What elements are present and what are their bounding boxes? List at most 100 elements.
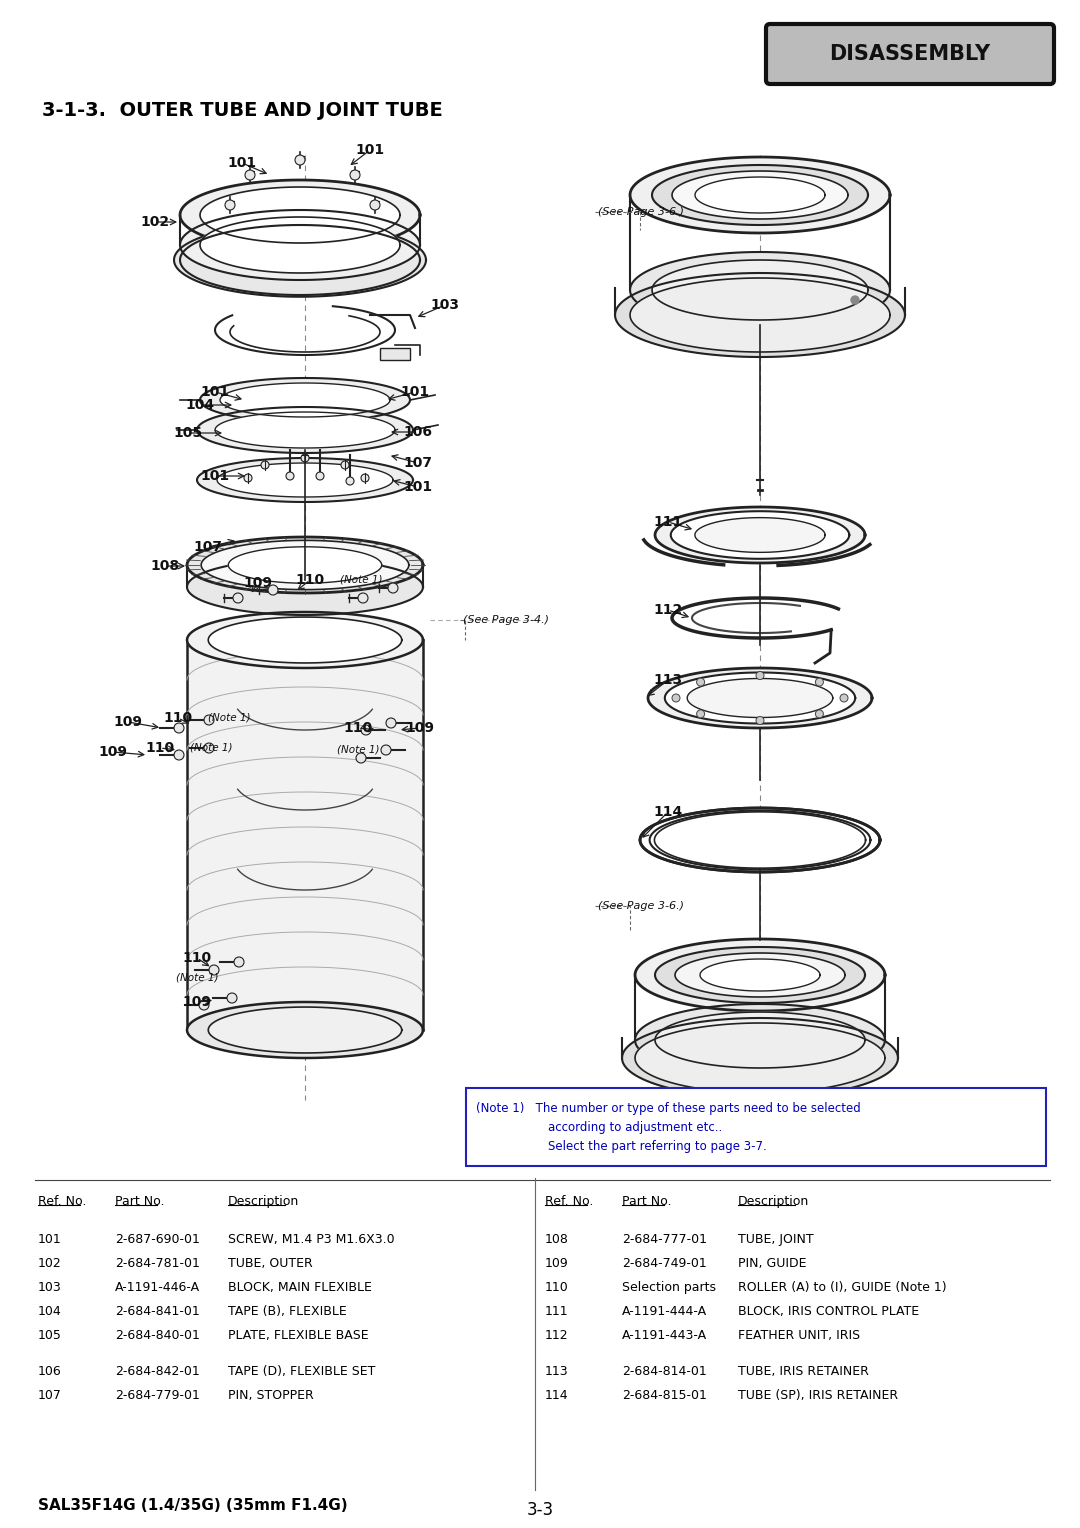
Circle shape [316, 472, 324, 480]
Text: 102: 102 [140, 215, 170, 229]
Text: 101: 101 [228, 156, 257, 170]
Text: 2-684-779-01: 2-684-779-01 [114, 1389, 200, 1403]
Circle shape [840, 694, 848, 701]
Text: 111: 111 [545, 1305, 569, 1319]
Text: 2-684-749-01: 2-684-749-01 [622, 1258, 706, 1270]
Text: 2-684-842-01: 2-684-842-01 [114, 1366, 200, 1378]
Text: 103: 103 [38, 1282, 62, 1294]
Polygon shape [635, 1004, 885, 1076]
Text: 101: 101 [38, 1233, 62, 1247]
Text: 110: 110 [296, 573, 325, 587]
Polygon shape [635, 1024, 885, 1093]
Text: Part No.: Part No. [622, 1195, 672, 1209]
Circle shape [388, 584, 399, 593]
Text: 103: 103 [431, 298, 459, 312]
Polygon shape [648, 668, 872, 727]
Polygon shape [187, 640, 423, 1030]
Text: 110: 110 [343, 721, 373, 735]
Circle shape [245, 170, 255, 180]
Text: Part No.: Part No. [114, 1195, 164, 1209]
Polygon shape [700, 960, 820, 992]
Bar [380, 348, 410, 361]
Polygon shape [220, 384, 390, 417]
Text: (Note 1): (Note 1) [340, 575, 382, 585]
Text: Ref. No.: Ref. No. [545, 1195, 593, 1209]
Circle shape [341, 461, 349, 469]
Polygon shape [200, 377, 410, 422]
Polygon shape [665, 672, 855, 723]
Polygon shape [694, 518, 825, 552]
Circle shape [210, 966, 219, 975]
Circle shape [233, 593, 243, 604]
Text: 101: 101 [401, 385, 430, 399]
Polygon shape [180, 209, 420, 280]
Polygon shape [630, 252, 890, 329]
Circle shape [301, 454, 309, 461]
Circle shape [381, 746, 391, 755]
Circle shape [174, 750, 184, 759]
Polygon shape [217, 463, 393, 497]
Circle shape [227, 993, 237, 1002]
Text: 2-684-815-01: 2-684-815-01 [622, 1389, 707, 1403]
Text: 3-1-3.  OUTER TUBE AND JOINT TUBE: 3-1-3. OUTER TUBE AND JOINT TUBE [42, 101, 443, 119]
Text: 106: 106 [404, 425, 432, 439]
Circle shape [386, 718, 396, 727]
Polygon shape [180, 180, 420, 251]
Text: 2-687-690-01: 2-687-690-01 [114, 1233, 200, 1247]
Circle shape [370, 200, 380, 209]
Polygon shape [652, 165, 868, 225]
Text: 112: 112 [653, 604, 683, 617]
Polygon shape [208, 617, 402, 663]
Text: 108: 108 [545, 1233, 569, 1247]
Circle shape [225, 200, 235, 209]
Polygon shape [656, 1012, 865, 1068]
Text: PLATE, FLEXIBLE BASE: PLATE, FLEXIBLE BASE [228, 1329, 368, 1343]
Text: A-1191-443-A: A-1191-443-A [622, 1329, 707, 1343]
Text: PIN, STOPPER: PIN, STOPPER [228, 1389, 314, 1403]
Circle shape [234, 957, 244, 967]
Polygon shape [228, 547, 381, 584]
Circle shape [815, 711, 823, 718]
Polygon shape [197, 406, 413, 452]
Text: 104: 104 [38, 1305, 62, 1319]
Text: 113: 113 [545, 1366, 569, 1378]
Circle shape [286, 472, 294, 480]
Text: 113: 113 [653, 672, 683, 688]
Text: TAPE (D), FLEXIBLE SET: TAPE (D), FLEXIBLE SET [228, 1366, 376, 1378]
Polygon shape [197, 458, 413, 503]
Circle shape [756, 717, 764, 724]
Text: 107: 107 [404, 455, 432, 471]
Text: 101: 101 [201, 385, 230, 399]
Text: Selection parts: Selection parts [622, 1282, 716, 1294]
Text: TUBE, JOINT: TUBE, JOINT [738, 1233, 813, 1247]
Circle shape [204, 743, 214, 753]
Polygon shape [630, 157, 890, 232]
Polygon shape [635, 940, 885, 1012]
Text: 114: 114 [545, 1389, 569, 1403]
Circle shape [174, 723, 184, 733]
Text: 101: 101 [404, 480, 433, 494]
Text: PIN, GUIDE: PIN, GUIDE [738, 1258, 807, 1270]
Text: BLOCK, MAIN FLEXIBLE: BLOCK, MAIN FLEXIBLE [228, 1282, 372, 1294]
Text: 2-684-814-01: 2-684-814-01 [622, 1366, 706, 1378]
Circle shape [697, 711, 704, 718]
Text: according to adjustment etc..: according to adjustment etc.. [548, 1122, 723, 1134]
Polygon shape [671, 512, 849, 559]
Text: 107: 107 [38, 1389, 62, 1403]
Polygon shape [630, 278, 890, 351]
Text: 110: 110 [163, 711, 192, 724]
Polygon shape [615, 274, 905, 358]
Text: A-1191-444-A: A-1191-444-A [622, 1305, 707, 1319]
Polygon shape [201, 541, 409, 590]
Text: 109: 109 [405, 721, 434, 735]
Text: 109: 109 [113, 715, 143, 729]
Text: 102: 102 [38, 1258, 62, 1270]
Text: 104: 104 [186, 397, 215, 413]
Text: TUBE, IRIS RETAINER: TUBE, IRIS RETAINER [738, 1366, 869, 1378]
Polygon shape [656, 947, 865, 1002]
Text: 110: 110 [183, 950, 212, 966]
Text: 114: 114 [653, 805, 683, 819]
Circle shape [361, 724, 372, 735]
Text: 110: 110 [146, 741, 175, 755]
Circle shape [199, 999, 210, 1010]
